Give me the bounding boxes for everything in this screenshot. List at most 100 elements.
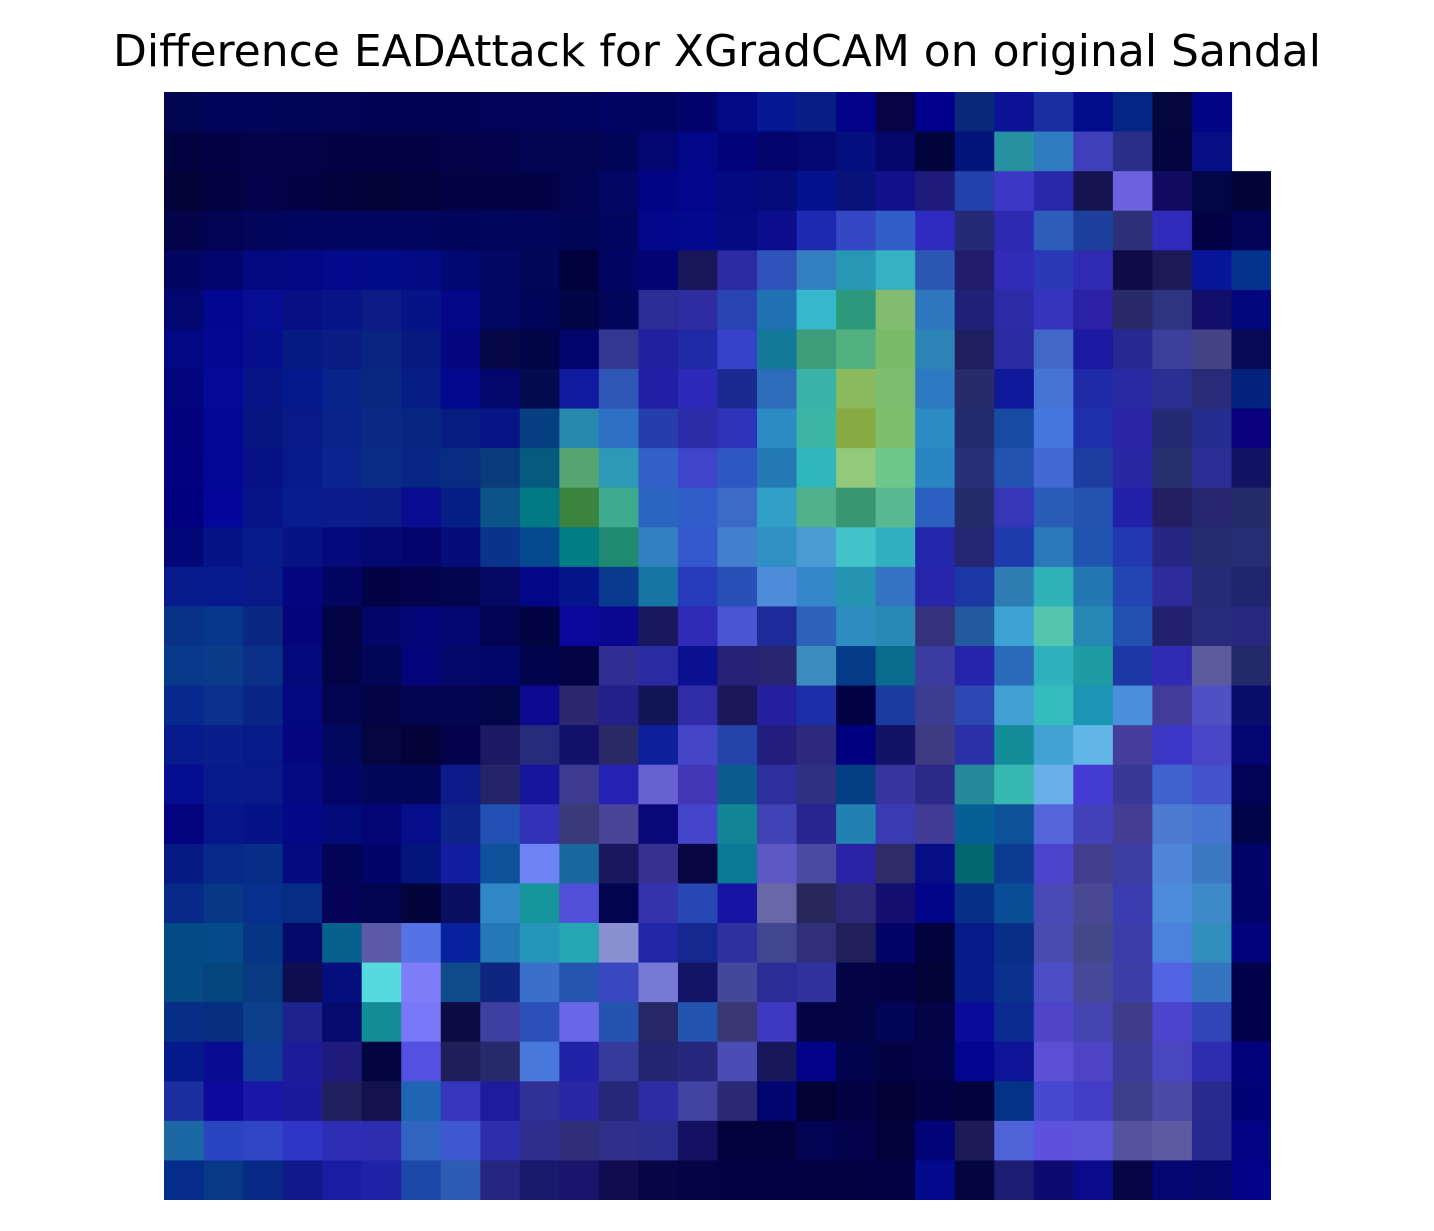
heatmap-cell <box>164 329 205 370</box>
heatmap-cell <box>361 1002 402 1043</box>
heatmap-cell <box>203 1081 244 1122</box>
heatmap-cell <box>1073 685 1114 726</box>
heatmap-cell <box>1152 1041 1193 1082</box>
heatmap-cell <box>361 289 402 331</box>
heatmap-cell <box>282 1002 323 1043</box>
heatmap-cell <box>1191 1002 1233 1043</box>
heatmap-cell <box>757 329 798 370</box>
heatmap-cell <box>282 527 323 568</box>
heatmap-cell <box>440 764 481 805</box>
heatmap-cell <box>203 171 244 212</box>
heatmap-cell <box>717 962 758 1003</box>
heatmap-cell <box>243 725 284 766</box>
heatmap-cell <box>1112 408 1153 449</box>
heatmap-cell <box>677 171 719 212</box>
heatmap-cell <box>836 1160 877 1200</box>
heatmap-cell <box>1073 923 1114 964</box>
heatmap-cell <box>796 527 837 568</box>
heatmap-cell <box>1231 685 1271 726</box>
heatmap-cell <box>638 685 679 726</box>
heatmap-cell <box>322 646 363 687</box>
heatmap-cell <box>1231 843 1271 885</box>
heatmap-cell <box>1073 92 1114 133</box>
heatmap-cell <box>836 725 877 766</box>
heatmap-cell <box>875 1160 916 1200</box>
heatmap-cell <box>875 923 916 964</box>
heatmap-cell <box>1191 408 1233 449</box>
heatmap-cell <box>480 171 521 212</box>
heatmap-cell <box>401 1041 442 1082</box>
heatmap-cell <box>598 289 640 331</box>
heatmap-cell <box>440 804 481 845</box>
heatmap-cell <box>796 131 837 172</box>
heatmap-cell <box>954 883 995 924</box>
heatmap-cell <box>361 646 402 687</box>
heatmap-cell <box>322 487 363 528</box>
heatmap-cell <box>875 1041 916 1082</box>
heatmap-cell <box>875 764 916 805</box>
heatmap-cell <box>875 843 916 885</box>
heatmap-cell <box>598 1160 640 1200</box>
heatmap-cell <box>677 448 719 489</box>
heatmap-cell <box>282 962 323 1003</box>
heatmap-cell <box>559 764 600 805</box>
heatmap-cell <box>875 448 916 489</box>
heatmap-cell <box>796 1041 837 1082</box>
heatmap-cell <box>243 1160 284 1200</box>
heatmap-cell <box>203 448 244 489</box>
heatmap-cell <box>243 1081 284 1122</box>
heatmap-cell <box>322 804 363 845</box>
heatmap-cell <box>717 289 758 331</box>
heatmap-cell <box>717 131 758 172</box>
heatmap-cell <box>1073 487 1114 528</box>
heatmap-cell <box>994 1002 1035 1043</box>
heatmap-cell <box>638 289 679 331</box>
heatmap-cell <box>875 527 916 568</box>
heatmap-cell <box>243 250 284 291</box>
heatmap-cell <box>717 448 758 489</box>
heatmap-cell <box>559 329 600 370</box>
heatmap-cell <box>796 883 837 924</box>
heatmap-cell <box>282 923 323 964</box>
heatmap-cell <box>954 210 995 251</box>
heatmap-cell <box>598 685 640 726</box>
heatmap-cell <box>164 962 205 1003</box>
heatmap-cell <box>638 210 679 251</box>
heatmap-cell <box>203 606 244 647</box>
heatmap-cell <box>638 171 679 212</box>
heatmap-cell <box>1152 1160 1193 1200</box>
heatmap-cell <box>1191 962 1233 1003</box>
heatmap-cell <box>440 1002 481 1043</box>
heatmap-cell <box>519 369 560 410</box>
heatmap-cell <box>361 527 402 568</box>
heatmap-cell <box>480 1041 521 1082</box>
heatmap-cell <box>164 923 205 964</box>
heatmap-cell <box>401 92 442 133</box>
heatmap-cell <box>638 883 679 924</box>
heatmap-cell <box>875 289 916 331</box>
heatmap-cell <box>598 725 640 766</box>
heatmap-cell <box>282 1041 323 1082</box>
heatmap-cell <box>954 250 995 291</box>
heatmap-cell <box>1152 487 1193 528</box>
heatmap-cell <box>1231 1081 1271 1122</box>
heatmap-cell <box>282 646 323 687</box>
heatmap-cell <box>1033 725 1074 766</box>
heatmap-cell <box>164 764 205 805</box>
heatmap-cell <box>1073 448 1114 489</box>
heatmap-cell <box>954 725 995 766</box>
heatmap-cell <box>440 1120 481 1162</box>
heatmap-cell <box>519 171 560 212</box>
heatmap-cell <box>638 131 679 172</box>
heatmap-cell <box>243 1120 284 1162</box>
heatmap-cell <box>440 725 481 766</box>
heatmap-cell <box>677 923 719 964</box>
heatmap-cell <box>440 962 481 1003</box>
heatmap-cell <box>677 883 719 924</box>
heatmap-cell <box>1231 1120 1271 1162</box>
heatmap-cell <box>1033 408 1074 449</box>
heatmap-cell <box>1231 1160 1271 1200</box>
heatmap-cell <box>1033 92 1074 133</box>
heatmap-cell <box>401 804 442 845</box>
heatmap-cell <box>796 843 837 885</box>
